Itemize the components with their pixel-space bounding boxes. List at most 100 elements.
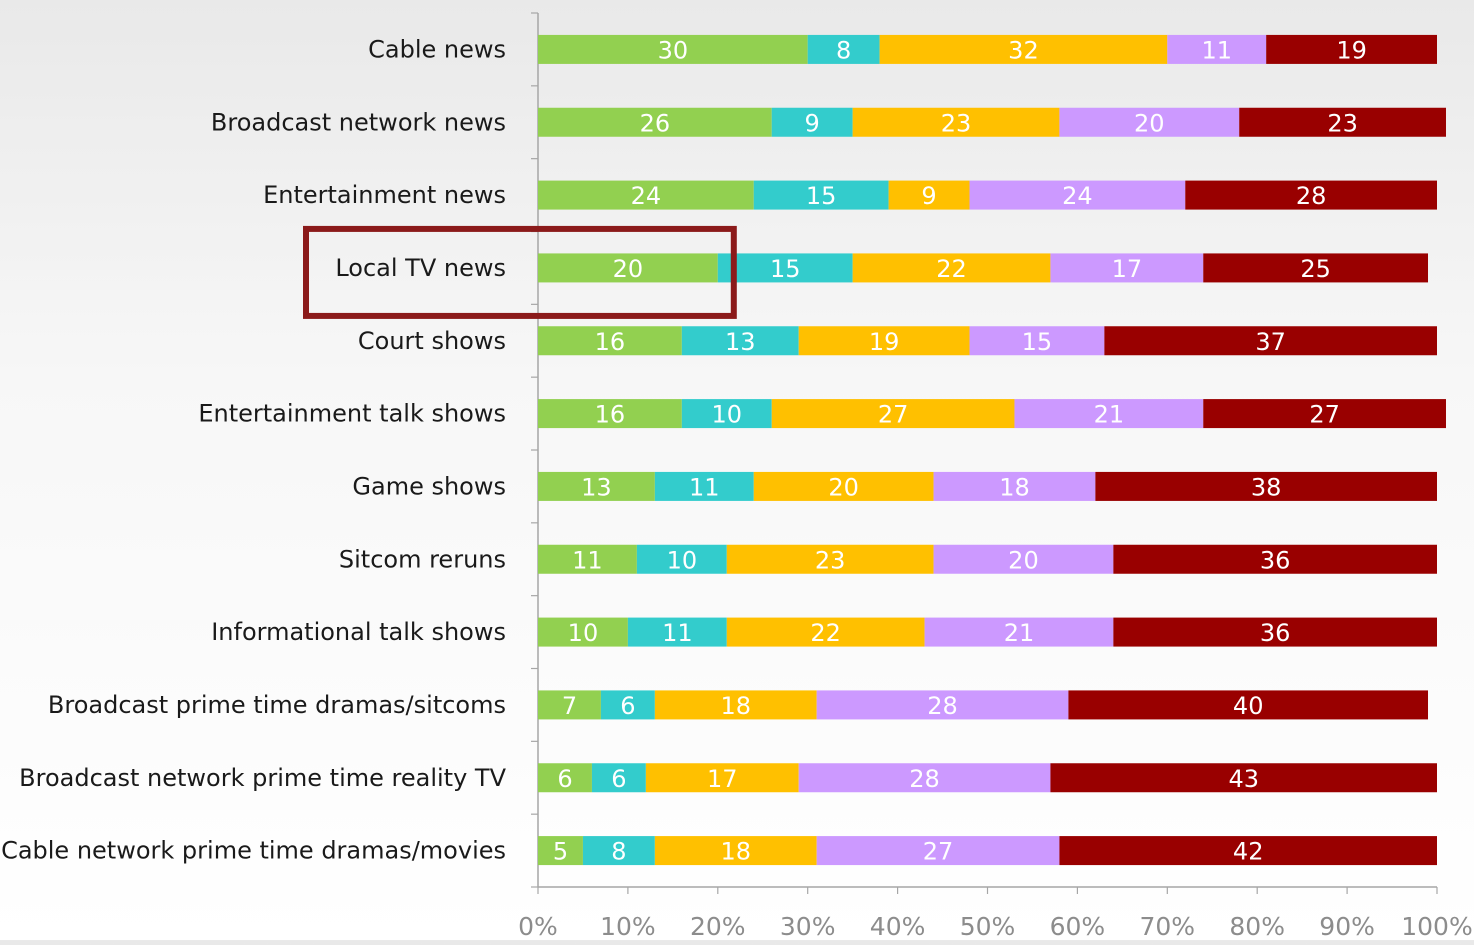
data-label-court-shows-segment-2: 13 [725,328,756,356]
x-tick-label: 50% [960,912,1016,940]
bar-sitcom-reruns-segment-1 [538,544,637,574]
bar-entertainment-news-segment-2 [753,180,889,210]
bar-broadcast-network-news-segment-4 [1059,107,1240,137]
bar-game-shows-segment-2 [654,471,754,501]
data-label-court-shows-segment-3: 19 [869,328,900,356]
bar-broadcast-network-prime-time-reality-tv-segment-5 [1050,763,1437,793]
data-label-informational-talk-shows-segment-2: 11 [662,619,693,647]
bar-broadcast-prime-time-dramas-sitcoms-segment-5 [1068,690,1429,720]
category-label-sitcom-reruns: Sitcom reruns [339,545,506,573]
bar-broadcast-network-news-segment-2 [771,107,853,137]
bar-broadcast-prime-time-dramas-sitcoms-segment-4 [816,690,1069,720]
data-label-cable-network-prime-time-dramas-movies-segment-5: 42 [1233,838,1264,866]
axes: 0% 10% 20% 30% 40% 50% 60% 70% 80% 90% 100% [518,12,1473,941]
data-label-entertainment-news-segment-4: 24 [1062,182,1093,210]
data-label-game-shows-segment-1: 13 [581,473,612,501]
bar-local-tv-news-segment-2 [717,253,853,283]
data-label-broadcast-network-news-segment-1: 26 [640,109,671,137]
data-label-informational-talk-shows-segment-1: 10 [568,619,599,647]
bar-cable-network-prime-time-dramas-movies-segment-2 [582,836,655,866]
bar-informational-talk-shows-segment-5 [1113,617,1437,647]
bar-entertainment-news-segment-3 [888,180,970,210]
data-label-informational-talk-shows-segment-4: 21 [1004,619,1035,647]
category-label-broadcast-prime-time-dramas-sitcoms: Broadcast prime time dramas/sitcoms [48,691,506,719]
data-label-broadcast-prime-time-dramas-sitcoms-segment-5: 40 [1233,692,1264,720]
bar-cable-network-prime-time-dramas-movies-segment-4 [816,836,1060,866]
bar-sitcom-reruns-segment-3 [726,544,934,574]
bar-broadcast-network-prime-time-reality-tv-segment-4 [798,763,1051,793]
bar-cable-news-segment-2 [807,34,880,64]
data-label-cable-network-prime-time-dramas-movies-segment-2: 8 [611,838,626,866]
data-label-game-shows-segment-4: 18 [999,473,1030,501]
data-label-entertainment-news-segment-5: 28 [1296,182,1327,210]
bar-broadcast-network-news-segment-3 [852,107,1060,137]
bar-cable-news-segment-3 [879,34,1168,64]
bar-game-shows-segment-4 [933,471,1096,501]
category-label-broadcast-network-news: Broadcast network news [211,108,506,136]
bar-cable-news-segment-5 [1266,34,1437,64]
bar-local-tv-news-segment-3 [852,253,1051,283]
bar-broadcast-network-prime-time-reality-tv-segment-2 [591,763,646,793]
bar-broadcast-network-news-segment-1 [538,107,772,137]
data-label-broadcast-network-news-segment-3: 23 [941,109,972,137]
bar-informational-talk-shows-segment-2 [627,617,727,647]
x-tick-label: 70% [1140,912,1196,940]
bar-cable-network-prime-time-dramas-movies-segment-1 [538,836,583,866]
x-tick-label: 90% [1319,912,1375,940]
data-label-cable-network-prime-time-dramas-movies-segment-1: 5 [553,838,568,866]
data-label-broadcast-network-prime-time-reality-tv-segment-5: 43 [1228,765,1259,793]
data-label-broadcast-network-news-segment-5: 23 [1327,109,1358,137]
x-tick-label: 80% [1229,912,1285,940]
bar-court-shows-segment-4 [969,326,1105,356]
data-label-entertainment-talk-shows-segment-2: 10 [712,401,743,429]
data-label-local-tv-news-segment-5: 25 [1300,255,1331,283]
data-label-game-shows-segment-2: 11 [689,473,720,501]
data-label-broadcast-prime-time-dramas-sitcoms-segment-1: 7 [562,692,577,720]
data-label-cable-news-segment-4: 11 [1201,36,1232,64]
x-tick-label: 40% [870,912,926,940]
data-label-broadcast-network-news-segment-4: 20 [1134,109,1165,137]
data-label-local-tv-news-segment-2: 15 [770,255,801,283]
category-label-cable-network-prime-time-dramas-movies: Cable network prime time dramas/movies [1,837,506,865]
data-label-local-tv-news-segment-4: 17 [1112,255,1143,283]
bar-entertainment-news-segment-4 [969,180,1186,210]
data-label-entertainment-news-segment-2: 15 [806,182,837,210]
category-label-entertainment-news: Entertainment news [263,181,506,209]
x-tick-label: 10% [600,912,656,940]
category-label-court-shows: Court shows [358,327,506,355]
bar-local-tv-news-segment-1 [538,253,718,283]
x-tick-label: 0% [518,912,558,940]
x-tick-label: 30% [780,912,836,940]
data-label-court-shows-segment-4: 15 [1022,328,1053,356]
bar-court-shows-segment-2 [681,326,799,356]
data-label-sitcom-reruns-segment-3: 23 [815,546,846,574]
highlight [303,225,737,319]
bars: 30 8 32 11 19 26 9 23 20 23 24 15 9 24 28 20 15 22 17 25 16 1… [538,34,1446,866]
data-label-cable-news-segment-3: 32 [1008,36,1039,64]
bar-broadcast-network-prime-time-reality-tv-segment-3 [645,763,799,793]
bar-game-shows-segment-3 [753,471,934,501]
bar-court-shows-segment-5 [1104,326,1437,356]
category-label-local-tv-news: Local TV news [335,254,506,282]
bar-informational-talk-shows-segment-4 [924,617,1114,647]
data-label-entertainment-talk-shows-segment-3: 27 [878,401,909,429]
bar-entertainment-talk-shows-segment-2 [681,399,772,429]
category-label-cable-news: Cable news [368,35,506,63]
bar-cable-news-segment-1 [538,34,808,64]
data-label-broadcast-prime-time-dramas-sitcoms-segment-4: 28 [927,692,958,720]
bar-entertainment-news-segment-1 [538,180,754,210]
bar-broadcast-prime-time-dramas-sitcoms-segment-1 [538,690,601,720]
data-label-court-shows-segment-1: 16 [595,328,626,356]
data-label-court-shows-segment-5: 37 [1255,328,1286,356]
bar-sitcom-reruns-segment-4 [933,544,1114,574]
bar-entertainment-talk-shows-segment-1 [538,399,682,429]
bar-entertainment-talk-shows-segment-5 [1203,399,1446,429]
bar-broadcast-network-prime-time-reality-tv-segment-1 [538,763,592,793]
data-label-cable-news-segment-1: 30 [658,36,689,64]
highlight-box [303,225,737,319]
data-label-cable-news-segment-2: 8 [836,36,851,64]
data-label-sitcom-reruns-segment-4: 20 [1008,546,1039,574]
bar-broadcast-network-news-segment-5 [1239,107,1446,137]
